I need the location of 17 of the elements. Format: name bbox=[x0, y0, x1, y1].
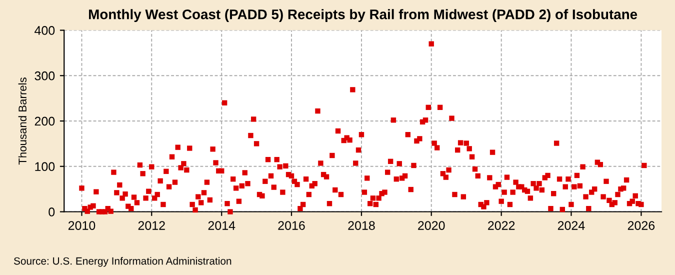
y-axis-title: Thousand Barrels bbox=[18, 78, 26, 165]
y-tick-label: 0 bbox=[48, 208, 55, 216]
x-tick-label: 2010 bbox=[68, 221, 96, 230]
chart-title: Monthly West Coast (PADD 5) Receipts by Rail from Midwest (PADD 2) of Isobutane bbox=[89, 9, 638, 22]
x-tick-label: 2014 bbox=[208, 221, 236, 230]
x-tick-label: 2016 bbox=[278, 221, 305, 230]
x-tick-label: 2020 bbox=[418, 221, 445, 230]
y-tick-label: 400 bbox=[34, 26, 55, 35]
x-tick-label: 2022 bbox=[488, 221, 515, 230]
x-tick-label: 2018 bbox=[348, 221, 375, 230]
x-tick-label: 2012 bbox=[138, 221, 165, 230]
x-tick-label: 2024 bbox=[558, 221, 585, 230]
source-note: Source: U.S. Energy Information Administration bbox=[14, 257, 232, 267]
x-tick-label: 2026 bbox=[628, 221, 655, 230]
y-tick-label: 100 bbox=[35, 162, 55, 172]
y-tick-label: 300 bbox=[34, 71, 55, 80]
y-tick-label: 200 bbox=[34, 116, 55, 126]
